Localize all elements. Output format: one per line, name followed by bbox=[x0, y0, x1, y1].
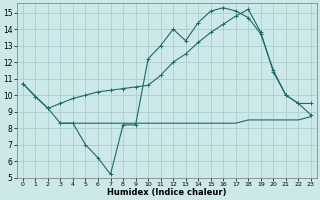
X-axis label: Humidex (Indice chaleur): Humidex (Indice chaleur) bbox=[107, 188, 227, 197]
